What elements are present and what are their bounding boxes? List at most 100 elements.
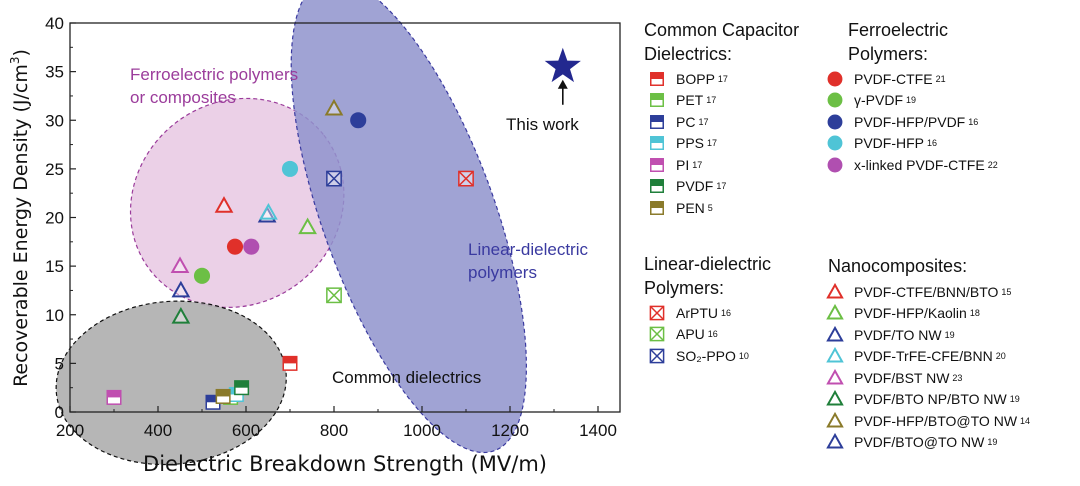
legend-ref: 19 xyxy=(944,329,955,340)
legend-label: PI xyxy=(676,156,690,173)
legend-marker-circle xyxy=(827,157,843,173)
legend-ferroelectric-polymers: Ferroelectric Polymers: PVDF-CTFE 21 γ-PVDF… xyxy=(827,18,998,176)
legend-item-pvdf: PVDF 17 xyxy=(646,176,799,198)
point-pvdf xyxy=(234,380,250,396)
legend-symbol xyxy=(650,71,664,86)
legend-label: PVDF-HFP/Kaolin xyxy=(854,305,967,322)
region-linear-dielectric-polymers xyxy=(290,0,527,454)
legend-ref: 16 xyxy=(707,329,718,340)
legend-ref: 16 xyxy=(968,116,979,127)
legend-marker-triangle xyxy=(826,304,844,320)
legend-label: PVDF/BTO@TO NW xyxy=(854,434,985,451)
legend-label: SO₂-PPO xyxy=(676,347,736,364)
legend-ref: 16 xyxy=(721,307,732,318)
legend-label: γ-PVDF xyxy=(854,92,903,109)
legend-item-x-linked-pvdf-ctfe: x-linked PVDF-CTFE 22 xyxy=(824,154,998,176)
legend-marker-crossbox xyxy=(649,348,665,364)
legend-symbol xyxy=(650,157,664,172)
legend-label: PVDF-TrFE-CFE/BNN xyxy=(854,348,993,365)
legend-symbol xyxy=(826,411,844,428)
legend-item-pet: PET 17 xyxy=(646,90,799,112)
x-tick-label-1000: 1000 xyxy=(403,421,441,440)
legend-marker-half-square xyxy=(650,71,664,86)
legend-marker-circle xyxy=(827,71,843,87)
legend-symbol xyxy=(826,390,844,406)
point-pvdf-bto-np-bto-nw xyxy=(171,307,191,324)
legend-marker-half-square xyxy=(650,93,664,108)
legend-marker-circle xyxy=(827,92,843,108)
legend-marker-triangle xyxy=(826,347,844,363)
x-tick-label-1200: 1200 xyxy=(491,421,529,440)
y-tick-label-30: 30 xyxy=(45,111,64,130)
point-apu xyxy=(326,287,342,304)
legend-item-pvdf-bto-np-bto-nw: PVDF/BTO NP/BTO NW 19 xyxy=(824,389,1030,411)
x-tick-label-400: 400 xyxy=(144,421,172,440)
legend-item-arptu: ArPTU 16 xyxy=(646,302,771,324)
legend-symbol xyxy=(827,135,843,151)
legend-label: PVDF xyxy=(676,178,714,195)
legend-label: PVDF/TO NW xyxy=(854,326,942,343)
legend-item-pi: PI 17 xyxy=(646,154,799,176)
legend-ref: 17 xyxy=(698,116,709,127)
legend-ref: 19 xyxy=(906,95,917,106)
region-label-linear-line2: polymers xyxy=(468,263,537,282)
legend-label: PEN xyxy=(676,199,705,216)
legend-symbol xyxy=(826,304,844,320)
x-tick-label-200: 200 xyxy=(56,421,84,440)
legend-label: ArPTU xyxy=(676,304,718,321)
x-tick-label-800: 800 xyxy=(320,421,348,440)
legend-marker-triangle xyxy=(826,433,844,449)
y-tick-label-5: 5 xyxy=(55,354,64,373)
legend-ref: 14 xyxy=(1020,415,1031,426)
legend-symbol xyxy=(827,157,843,173)
legend-marker-triangle xyxy=(826,325,844,342)
legend-ref: 18 xyxy=(969,308,980,319)
legend-label: BOPP xyxy=(676,70,715,87)
legend-symbol xyxy=(826,282,844,299)
legend-ref: 17 xyxy=(706,95,717,106)
legend-ref: 23 xyxy=(952,372,963,383)
x-tick-label-600: 600 xyxy=(232,421,260,440)
legend-item-pvdf: γ-PVDF 19 xyxy=(824,90,998,112)
point-pvdf-trfe-cfe-bnn xyxy=(259,202,278,220)
legend-linear-title: Linear-dielectric Polymers: xyxy=(644,254,772,298)
legend-item-apu: APU 16 xyxy=(646,324,771,346)
y-axis-title-exp: 3 xyxy=(8,57,22,65)
legend-item-pvdf-hfp-bto-to-nw: PVDF-HFP/BTO@TO NW 14 xyxy=(824,410,1030,432)
this-work-arrowhead xyxy=(557,79,568,89)
y-tick-label-20: 20 xyxy=(45,209,64,228)
legend-symbol xyxy=(650,136,664,151)
legend-ref: 17 xyxy=(716,181,727,192)
legend-item-bopp: BOPP 17 xyxy=(646,68,799,90)
x-tick-label-1400: 1400 xyxy=(579,421,617,440)
region-label-common: Common dielectrics xyxy=(332,368,481,387)
y-tick-label-40: 40 xyxy=(45,14,64,33)
legend-ref: 5 xyxy=(707,202,713,213)
point-pvdf-hfp-kaolin xyxy=(298,217,317,235)
legend-ref: 21 xyxy=(935,73,946,84)
legend-ref: 17 xyxy=(717,73,728,84)
point-pvdf xyxy=(193,267,211,284)
point-bopp xyxy=(282,355,298,371)
this-work-star xyxy=(544,47,581,83)
legend-ref: 10 xyxy=(738,350,749,361)
scatter-chart: 200 400 600 800 1000 1200 1400 0 5 10 15 20 25 30 35 40… xyxy=(8,0,621,476)
legend-label: PVDF-HFP/PVDF xyxy=(854,113,966,130)
legend-label: APU xyxy=(676,326,705,343)
legend-marker-circle xyxy=(827,135,843,151)
legend-marker-triangle xyxy=(826,368,844,385)
this-work-label: This work xyxy=(506,115,579,134)
legend-marker-half-square xyxy=(650,200,664,215)
legend-ref: 17 xyxy=(707,138,718,149)
legend-symbol xyxy=(827,114,843,130)
point-pi xyxy=(106,389,122,405)
legend-symbol xyxy=(650,93,664,108)
y-tick-label-10: 10 xyxy=(45,306,64,325)
legend-symbol xyxy=(650,179,664,194)
legend-symbol xyxy=(649,326,665,342)
point-pvdf-hfp-pvdf xyxy=(350,112,367,129)
legend-item-pvdf-ctfe: PVDF-CTFE 21 xyxy=(824,68,998,90)
y-tick-label-15: 15 xyxy=(45,257,64,276)
legend-item-pvdf-trfe-cfe-bnn: PVDF-TrFE-CFE/BNN 20 xyxy=(824,346,1030,368)
legend-label: PVDF-HFP/BTO@TO NW xyxy=(854,412,1018,429)
